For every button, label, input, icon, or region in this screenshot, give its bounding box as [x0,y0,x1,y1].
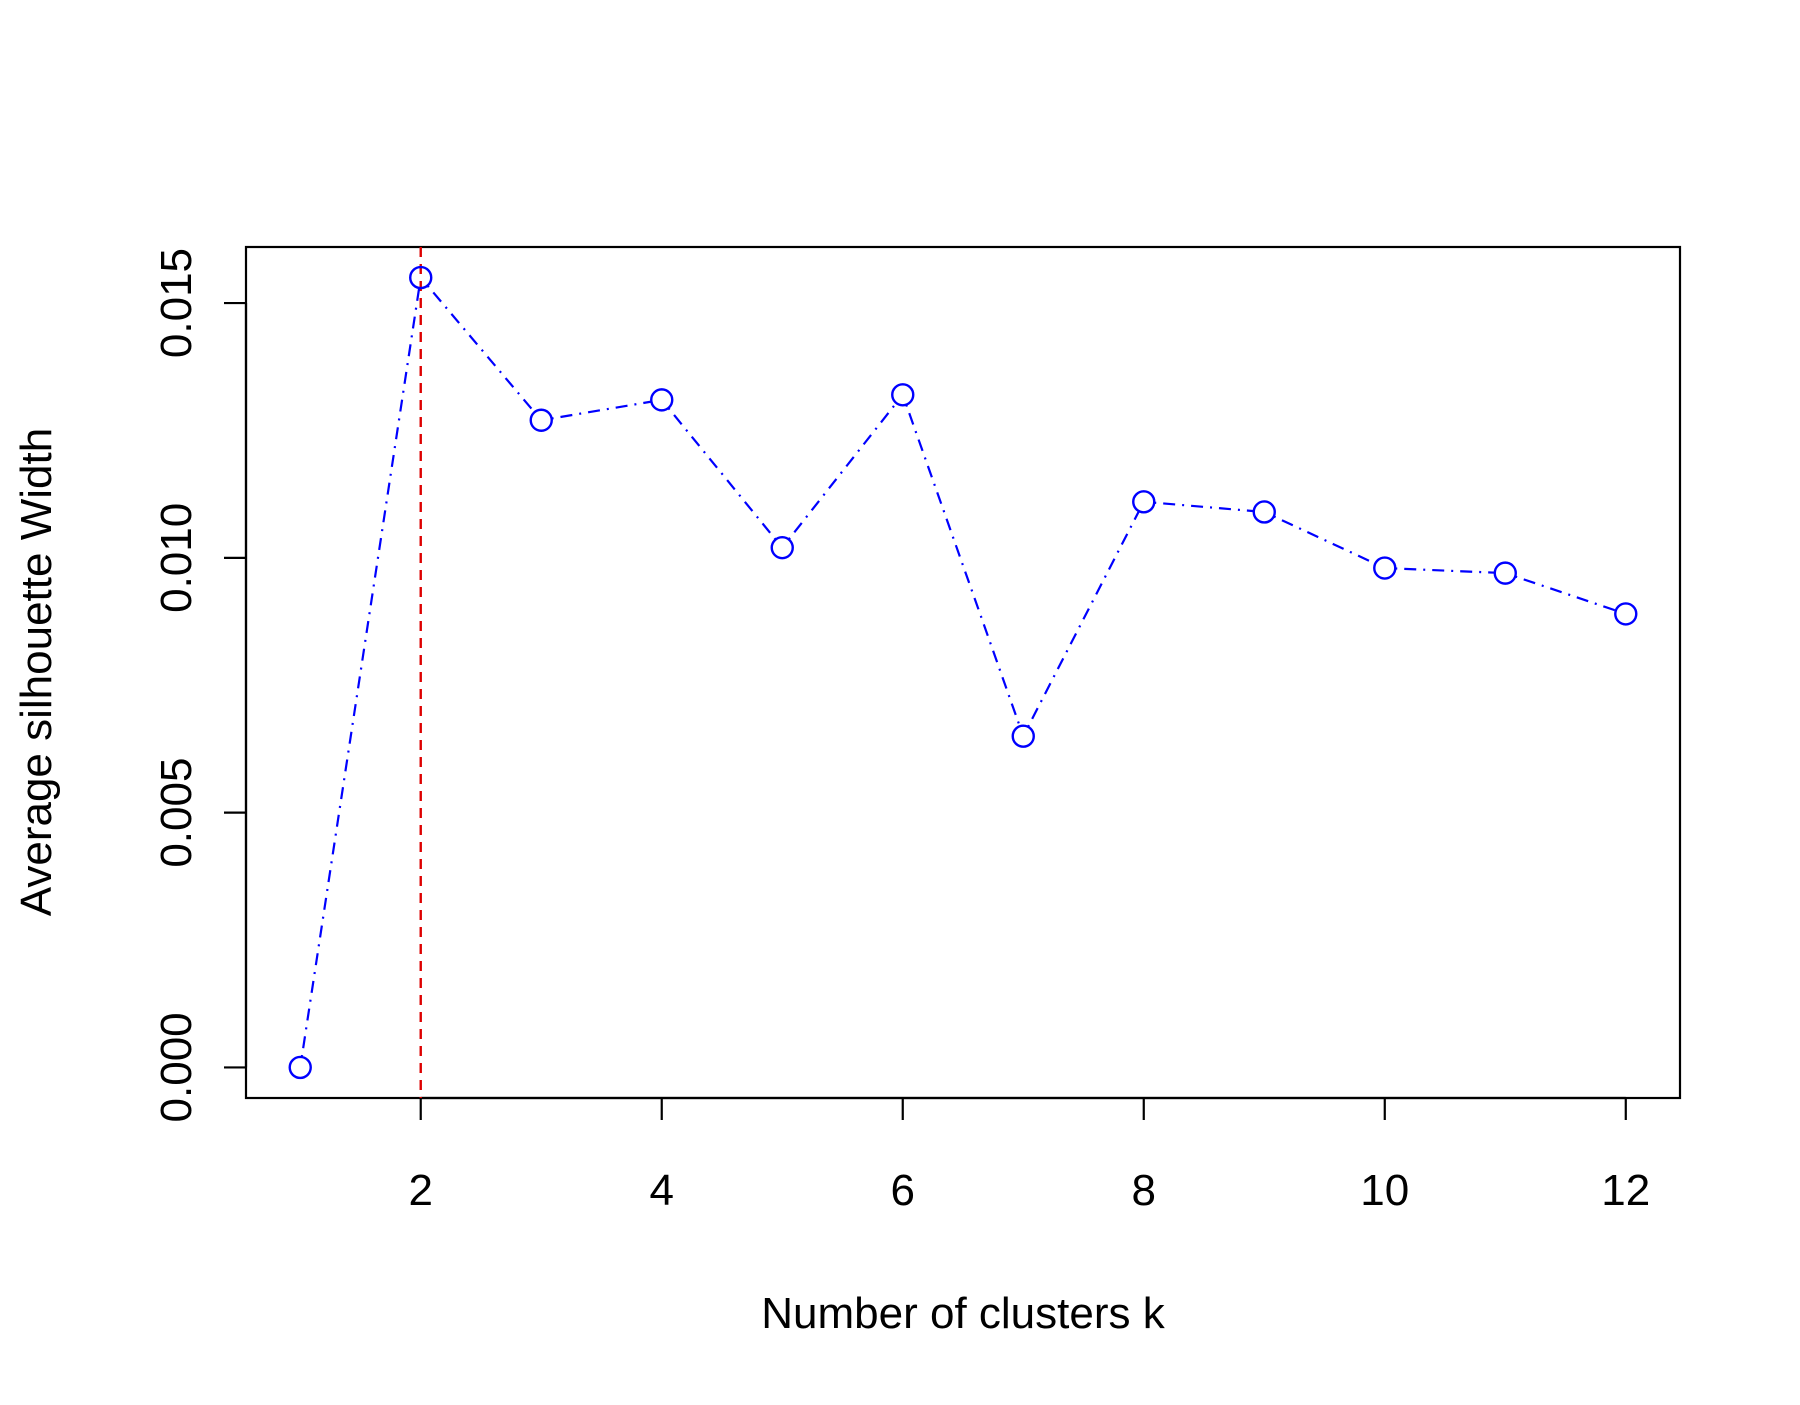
y-tick-label: 0.015 [152,248,201,358]
series-line-segment [667,407,777,541]
data-point [1373,556,1397,580]
data-point [1493,561,1517,585]
series-line-segment [1027,510,1140,728]
data-point [288,1055,312,1080]
plot-frame [244,245,1682,1100]
series-line-segment [1273,515,1376,565]
series-line-segment [905,404,1021,727]
data-point [409,265,433,290]
data-point [1132,490,1156,514]
series-layer [288,265,1638,1080]
x-tick-label: 12 [1601,1166,1650,1215]
y-axis: 0.000 0.005 0.010 0.015 [152,248,248,1122]
series-line-segment [551,400,652,420]
data-point [1011,724,1035,748]
x-tick-label: 2 [408,1166,432,1215]
data-point [1614,602,1638,626]
series-line-segment [426,284,536,413]
x-tick-label: 6 [891,1166,915,1215]
series-line-segment [1395,567,1495,574]
y-tick-label: 0.005 [152,758,201,868]
y-tick-label: 0.010 [152,503,201,613]
series-line-segment [300,287,421,1058]
x-tick-label: 8 [1132,1166,1156,1215]
data-point [650,388,674,412]
x-tick-label: 10 [1360,1166,1409,1215]
data-point [1252,500,1276,524]
x-axis-label: Number of clusters k [761,1289,1165,1338]
data-point [891,383,915,407]
x-tick-label: 4 [649,1166,673,1215]
series-line-segment [1514,575,1617,612]
x-axis: 2 4 6 8 10 12 [408,1096,1650,1215]
y-axis-label: Average silhouette Width [12,428,61,916]
data-point [529,408,553,432]
y-tick-label: 0.000 [152,1012,201,1122]
data-point [770,535,794,560]
series-line-segment [1154,501,1254,513]
series-line-segment [787,402,898,541]
